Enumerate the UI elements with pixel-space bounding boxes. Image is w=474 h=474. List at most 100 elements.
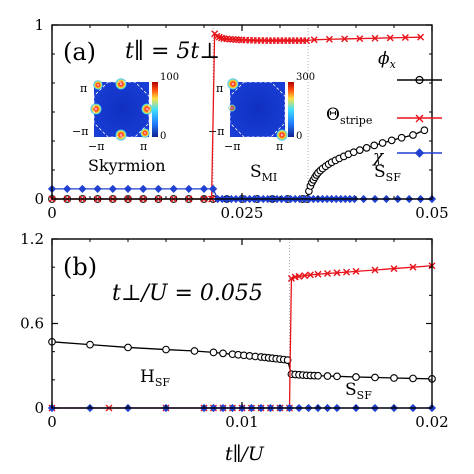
data-point-theta — [356, 35, 364, 43]
data-point-theta — [343, 268, 350, 276]
inset-tick: π — [216, 82, 223, 95]
inset-tick: π — [140, 140, 147, 153]
data-point-chi — [169, 184, 178, 193]
x-tick-label: 0.05 — [415, 204, 448, 222]
region-label: SMI — [250, 162, 277, 184]
data-point-chi — [123, 184, 133, 193]
data-point-phi — [420, 126, 429, 135]
data-point-phi — [370, 141, 379, 150]
x-tick-label: 0 — [47, 204, 57, 222]
data-point-chi — [63, 184, 72, 193]
region-label: SSF — [345, 380, 372, 402]
x-tick-label: 0.02 — [415, 413, 448, 431]
legend: ϕx Θstripe χ — [326, 49, 442, 167]
legend-marker-phi — [415, 75, 424, 85]
data-point-theta — [287, 274, 295, 282]
skyrmion-inset: 100 0 π −π −π π — [72, 72, 179, 153]
inset-tick: −π — [72, 125, 88, 138]
data-point-phi — [378, 139, 387, 147]
legend-marker-chi — [414, 148, 425, 158]
data-point-chi — [199, 184, 209, 193]
data-point-phi — [355, 146, 364, 154]
annotation: t∥ = 5t⊥ — [125, 39, 220, 64]
data-point-theta — [295, 272, 303, 280]
inset-tick: −π — [208, 125, 224, 138]
panel-label: (a) — [63, 38, 96, 66]
data-point-phi — [362, 143, 371, 152]
data-point-phi — [124, 343, 132, 352]
data-point-phi — [86, 340, 94, 349]
inset-tick: −π — [224, 140, 240, 153]
data-point-theta — [371, 266, 379, 274]
y-tick-label: 0 — [34, 399, 44, 417]
data-point-phi — [397, 133, 406, 142]
data-point-theta — [401, 34, 409, 42]
data-point-phi — [352, 373, 360, 381]
data-point-theta — [390, 265, 398, 273]
data-point-chi — [209, 184, 218, 193]
data-point-theta — [341, 35, 349, 43]
data-point-theta — [352, 267, 360, 275]
colorbar-min: 0 — [296, 131, 302, 142]
colorbar-min: 0 — [160, 131, 166, 142]
panel-label: (b) — [63, 253, 97, 281]
data-point-phi — [387, 136, 396, 145]
y-tick-label: 1.2 — [20, 230, 44, 248]
data-point-theta — [417, 33, 425, 41]
axis-ticks: 0 0.01 0.02 0 0.6 1.2 — [20, 230, 449, 431]
data-point-phi — [190, 347, 199, 355]
series-line-phi — [51, 341, 433, 380]
data-point-phi — [409, 374, 417, 383]
x-tick-label: 0.025 — [221, 204, 264, 222]
data-point-phi — [390, 374, 398, 382]
data-point-theta — [301, 272, 309, 280]
data-point-theta — [217, 34, 225, 42]
colorbar-max: 300 — [296, 72, 315, 83]
data-point-theta — [310, 36, 318, 44]
legend-marker-theta — [415, 114, 424, 123]
data-point-theta — [409, 263, 417, 271]
data-point-chi — [108, 184, 117, 193]
data-point-theta — [325, 35, 333, 43]
inset-tick: π — [276, 140, 283, 153]
plot-frame — [51, 238, 433, 409]
data-point-chi — [184, 184, 193, 193]
smi-inset: 300 0 π −π −π π — [208, 72, 315, 153]
data-point-phi — [371, 373, 379, 382]
x-tick-label: 0.01 — [225, 413, 258, 431]
data-point-chi — [78, 184, 87, 193]
data-point-phi — [162, 345, 170, 354]
data-point-theta — [324, 270, 331, 277]
y-tick-label: 0.6 — [20, 315, 44, 333]
colorbar-max: 100 — [160, 72, 179, 83]
region-label: Skyrmion — [88, 156, 166, 175]
series-layer — [47, 262, 437, 413]
region-label: HSF — [140, 367, 170, 389]
data-point-theta — [371, 34, 379, 42]
panel-a: 0 0.025 0.05 0 1 (a) t∥ = 5t⊥ 100 0 π −π −π … — [34, 16, 448, 222]
annotation: t⊥/U = 0.055 — [112, 281, 263, 306]
data-point-phi — [323, 372, 332, 380]
legend-label-theta: Θstripe — [326, 105, 372, 127]
data-point-phi — [333, 372, 341, 381]
inset-tick: −π — [88, 140, 104, 153]
data-point-phi — [209, 348, 218, 357]
data-point-theta — [303, 37, 311, 45]
data-point-chi — [154, 184, 163, 193]
data-point-phi — [314, 371, 322, 380]
legend-label-chi: χ — [372, 147, 385, 167]
data-point-theta — [306, 271, 314, 279]
data-point-chi — [93, 184, 102, 193]
inset-tick: π — [80, 82, 87, 95]
region-label: SSF — [374, 162, 401, 184]
data-point-theta — [333, 269, 341, 277]
legend-label-phi: ϕx — [378, 49, 397, 71]
data-point-phi — [409, 131, 417, 139]
data-point-chi — [139, 184, 148, 193]
y-tick-label: 1 — [34, 16, 44, 34]
data-point-phi — [283, 356, 292, 364]
axis-ticks: 0 0.025 0.05 0 1 — [34, 16, 448, 222]
x-axis-label: t∥/U — [225, 443, 265, 465]
x-tick-label: 0 — [47, 413, 57, 431]
